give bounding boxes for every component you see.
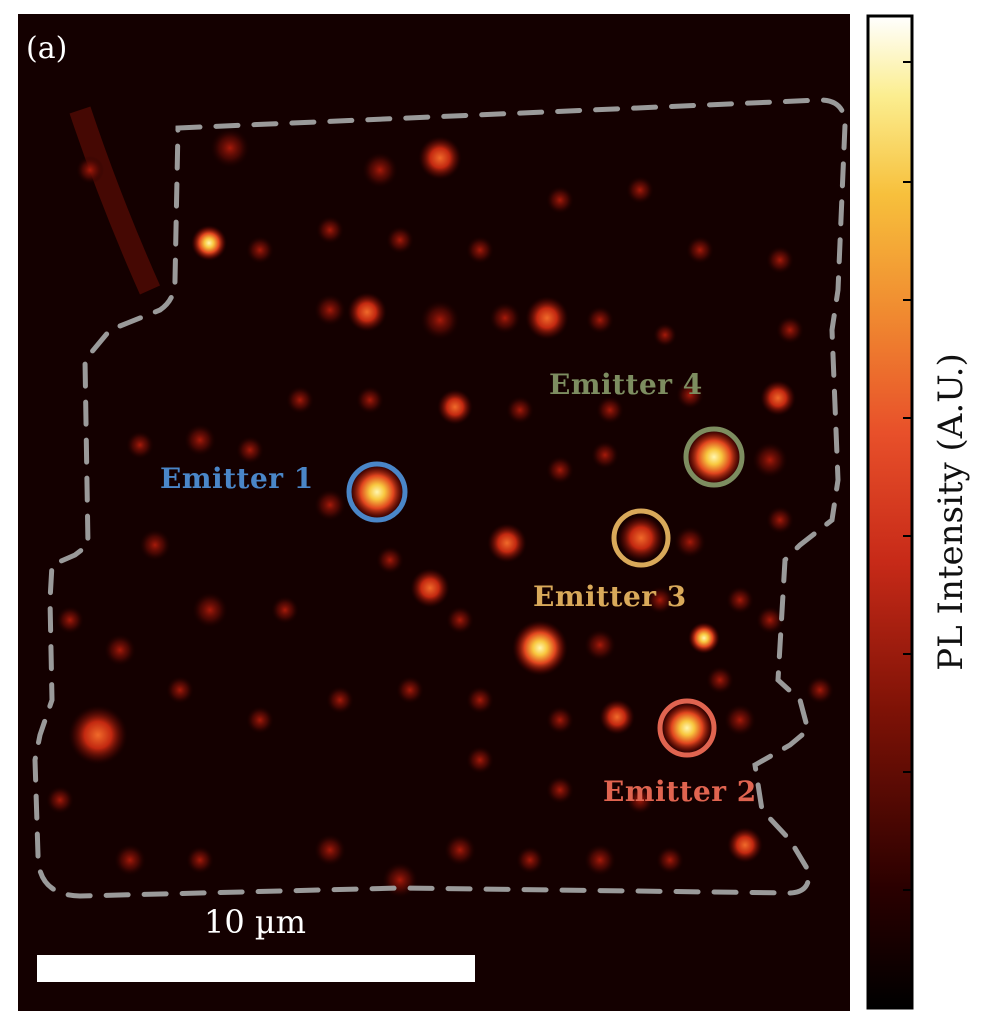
pl-spot — [752, 442, 788, 478]
emitter-2-ring — [657, 698, 717, 758]
pl-spot — [114, 844, 146, 876]
pl-spot — [760, 380, 796, 416]
pl-spot — [653, 323, 677, 347]
pl-spot — [166, 676, 194, 704]
pl-spot — [487, 523, 527, 563]
pl-spot — [139, 529, 171, 561]
pl-spot — [546, 186, 574, 214]
pl-spot — [271, 596, 299, 624]
pl-spot — [184, 424, 216, 456]
pl-spot — [56, 606, 84, 634]
pl-spot — [446, 606, 474, 634]
pl-spot — [382, 862, 418, 898]
pl-spot — [466, 686, 494, 714]
pl-spot — [591, 441, 619, 469]
pl-spot — [512, 620, 568, 676]
pl-spot — [727, 827, 763, 863]
pl-spot — [706, 666, 734, 694]
pl-spot — [674, 526, 706, 558]
region-outline — [32, 97, 848, 899]
pl-spot — [418, 136, 462, 180]
pl-spot — [546, 776, 574, 804]
pl-spot — [396, 676, 424, 704]
pl-spot — [314, 294, 346, 326]
colorbar — [866, 14, 914, 1010]
pl-spot — [210, 128, 250, 168]
pl-spot — [766, 506, 794, 534]
pl-spot — [104, 634, 136, 666]
pl-spot — [246, 706, 274, 734]
pl-spot — [46, 786, 74, 814]
pl-spot — [684, 427, 744, 487]
pl-spot — [126, 431, 154, 459]
pl-spot — [362, 152, 398, 188]
pl-map — [18, 14, 850, 1011]
pl-spot — [688, 622, 720, 654]
pl-spot — [546, 706, 574, 734]
emitter-3-label: Emitter 3 — [533, 580, 687, 613]
emitter-1-ring — [346, 461, 408, 523]
panel-label: (a) — [26, 31, 67, 66]
pl-spot — [186, 846, 214, 874]
pl-spot — [420, 300, 460, 340]
pl-spot — [584, 844, 616, 876]
pl-spot — [766, 246, 794, 274]
pl-spot — [586, 306, 614, 334]
pl-spot — [617, 514, 665, 562]
pl-spot — [286, 386, 314, 414]
pl-spot — [776, 316, 804, 344]
pl-spot — [726, 586, 754, 614]
pl-spot — [444, 834, 476, 866]
pl-spot — [314, 834, 346, 866]
pl-spot — [626, 176, 654, 204]
pl-spot — [756, 606, 784, 634]
emitter-3-ring — [611, 508, 671, 568]
pl-spot — [659, 700, 715, 756]
pl-spot — [236, 436, 264, 464]
pl-spot — [466, 746, 494, 774]
pl-spot — [437, 389, 473, 425]
pl-spot — [314, 489, 346, 521]
scale-bar-label: 10 µm — [204, 903, 306, 941]
pl-spot — [676, 381, 704, 409]
pl-spot — [489, 302, 521, 334]
pl-spot — [376, 546, 404, 574]
pl-spot — [466, 236, 494, 264]
emitter-1-label: Emitter 1 — [160, 462, 314, 495]
pl-spot — [686, 236, 714, 264]
colorbar-ticks — [903, 61, 912, 891]
pl-spot — [246, 236, 274, 264]
pl-spot — [525, 296, 569, 340]
pl-spot — [76, 156, 104, 184]
pl-spot — [347, 292, 387, 332]
pl-spot — [68, 705, 128, 765]
pl-spot — [626, 786, 654, 814]
colorbar-label: PL Intensity (A.U.) — [931, 353, 971, 671]
pl-spot — [316, 216, 344, 244]
pl-spot — [584, 629, 616, 661]
pl-spot — [506, 396, 534, 424]
pl-spot — [656, 846, 684, 874]
pl-spot — [599, 699, 635, 735]
pl-spot — [191, 225, 227, 261]
pl-spot — [410, 568, 450, 608]
pl-spot — [386, 226, 414, 254]
pl-spot — [326, 686, 354, 714]
pl-spot — [724, 704, 756, 736]
pl-streak — [69, 106, 161, 295]
pl-spot — [356, 386, 384, 414]
pl-spot — [646, 586, 674, 614]
pl-spot — [347, 462, 407, 522]
emitter-4-ring — [683, 426, 745, 488]
pl-spot — [192, 592, 228, 628]
pl-spot — [546, 456, 574, 484]
emitter-2-label: Emitter 2 — [603, 775, 757, 808]
pl-spot — [806, 676, 834, 704]
pl-spot — [516, 846, 544, 874]
pl-spot — [596, 396, 624, 424]
pl-spots — [46, 106, 834, 898]
emitter-4-label: Emitter 4 — [549, 368, 703, 401]
scale-bar — [37, 955, 475, 982]
